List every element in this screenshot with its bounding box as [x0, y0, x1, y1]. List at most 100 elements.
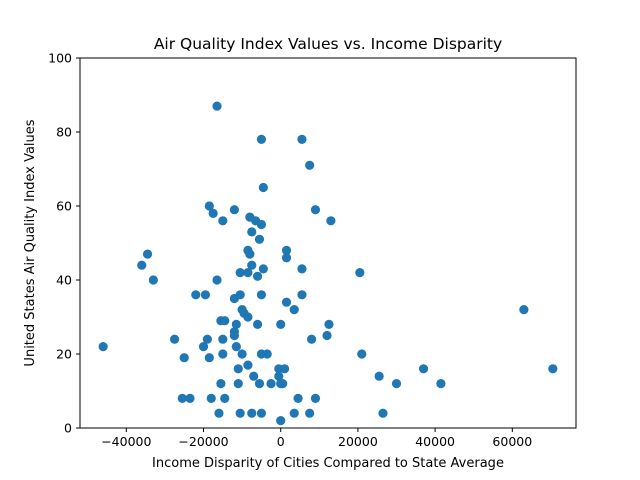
data-point: [266, 379, 276, 389]
x-tick-label: 0: [277, 434, 285, 449]
data-point: [191, 290, 201, 300]
data-point: [247, 260, 257, 270]
data-point: [289, 305, 299, 315]
x-axis-ticks: −40000 −20000 0 20000 40000 60000: [101, 428, 532, 449]
x-tick-label: 40000: [415, 434, 455, 449]
data-point: [252, 319, 263, 329]
data-point: [305, 408, 315, 418]
data-point: [249, 371, 259, 381]
data-point: [276, 319, 286, 329]
data-point: [229, 205, 239, 215]
y-tick-label: 40: [56, 273, 72, 288]
data-point: [243, 268, 253, 278]
data-point: [357, 349, 367, 359]
data-point: [169, 334, 180, 344]
data-point: [310, 205, 321, 215]
x-axis-label: Income Disparity of Cities Compared to S…: [152, 456, 504, 471]
y-axis-ticks: 0 20 40 60 80 100: [48, 51, 80, 436]
data-point: [391, 379, 402, 389]
data-point: [218, 216, 228, 226]
data-point: [293, 393, 303, 403]
data-point: [212, 101, 222, 111]
axes-frame: [79, 57, 577, 429]
data-point: [254, 234, 265, 244]
data-point: [137, 260, 147, 270]
data-point: [322, 330, 332, 341]
data-point: [148, 275, 158, 285]
data-point: [206, 393, 216, 403]
data-point: [279, 364, 290, 374]
data-point: [281, 297, 292, 307]
data-point: [256, 408, 267, 418]
data-point: [204, 353, 214, 363]
data-point: [235, 268, 245, 278]
data-point: [274, 371, 284, 381]
data-point: [305, 160, 315, 170]
data-point: [258, 182, 268, 193]
data-point: [237, 349, 247, 359]
points-layer: [98, 101, 558, 426]
data-point: [326, 216, 336, 226]
data-point: [216, 379, 226, 389]
y-tick-label: 0: [64, 421, 72, 436]
data-point: [310, 393, 321, 403]
data-point: [200, 290, 211, 300]
data-point: [324, 319, 334, 329]
data-point: [208, 208, 218, 218]
y-tick-label: 80: [56, 125, 72, 140]
data-point: [204, 201, 214, 211]
data-point: [220, 393, 230, 403]
data-point: [214, 408, 224, 418]
data-point: [378, 408, 388, 418]
x-tick-label: −20000: [178, 434, 228, 449]
data-point: [247, 227, 257, 237]
data-point: [179, 353, 189, 363]
x-tick-label: 20000: [338, 434, 378, 449]
data-point: [177, 393, 187, 403]
data-point: [355, 268, 365, 278]
data-point: [243, 360, 253, 370]
data-point: [297, 264, 307, 274]
data-point: [218, 349, 228, 359]
data-point: [418, 364, 429, 374]
data-point: [256, 290, 267, 300]
data-point: [233, 364, 243, 374]
data-point: [307, 334, 317, 344]
chart-title: Air Quality Index Values vs. Income Disp…: [154, 35, 502, 53]
data-point: [374, 371, 384, 381]
data-point: [252, 271, 263, 281]
data-point: [231, 342, 241, 352]
y-tick-label: 20: [56, 347, 72, 362]
data-point: [185, 393, 195, 403]
data-point: [256, 134, 267, 144]
data-point: [548, 364, 558, 374]
data-point: [142, 249, 153, 259]
data-point: [276, 416, 286, 426]
data-point: [98, 342, 108, 352]
data-point: [254, 379, 265, 389]
y-tick-label: 100: [48, 51, 72, 66]
data-point: [297, 134, 307, 144]
data-point: [258, 264, 268, 274]
data-point: [198, 342, 209, 352]
data-point: [289, 408, 299, 418]
data-point: [245, 249, 255, 259]
data-point: [247, 408, 257, 418]
x-tick-label: 60000: [492, 434, 532, 449]
data-point: [220, 316, 230, 326]
data-point: [519, 305, 529, 315]
data-point: [231, 319, 241, 329]
data-point: [212, 275, 222, 285]
data-point: [233, 379, 243, 389]
data-point: [281, 245, 292, 255]
data-point: [262, 349, 272, 359]
data-point: [235, 290, 245, 300]
y-tick-label: 60: [56, 199, 72, 214]
data-point: [297, 290, 307, 300]
data-point: [256, 219, 267, 230]
data-point: [281, 253, 292, 263]
data-point: [243, 312, 253, 322]
data-point: [436, 379, 446, 389]
